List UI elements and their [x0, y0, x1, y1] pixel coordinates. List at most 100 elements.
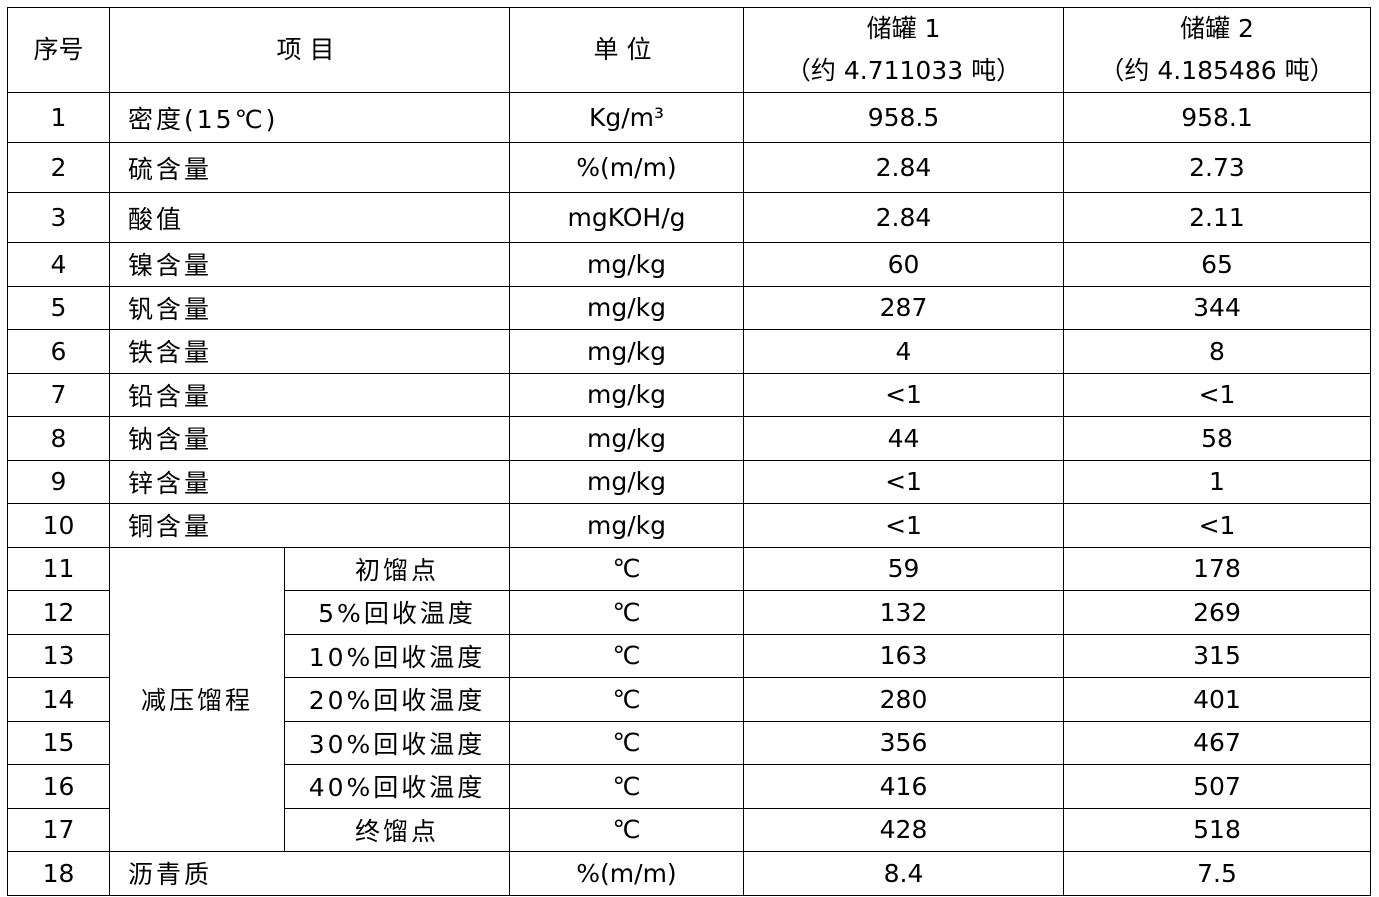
- row-item: 10%回收温度: [284, 633, 510, 678]
- row-no: 11: [7, 546, 110, 591]
- row-tank2-value: 344: [1063, 285, 1371, 330]
- row-unit: mg/kg: [509, 503, 744, 548]
- row-tank2-value: <1: [1063, 372, 1371, 417]
- row-tank1-value: 428: [743, 807, 1064, 852]
- row-tank2-value: 315: [1063, 633, 1371, 678]
- row-no: 14: [7, 677, 110, 722]
- row-unit: ℃: [509, 764, 744, 809]
- row-tank1-value: 8.4: [743, 851, 1064, 896]
- tank2-title: 储罐 2: [1180, 14, 1254, 43]
- row-item: 酸值: [109, 192, 510, 243]
- row-tank2-value: 958.1: [1063, 92, 1371, 143]
- row-tank2-value: 58: [1063, 416, 1371, 461]
- row-item: 镍含量: [109, 242, 510, 287]
- row-item: 钒含量: [109, 285, 510, 330]
- row-tank2-value: 7.5: [1063, 851, 1371, 896]
- row-unit: ℃: [509, 677, 744, 722]
- row-tank1-value: <1: [743, 503, 1064, 548]
- row-item: 终馏点: [284, 807, 510, 852]
- row-tank1-value: <1: [743, 372, 1064, 417]
- row-no: 6: [7, 329, 110, 374]
- row-unit: %(m/m): [509, 142, 744, 193]
- row-tank1-value: 280: [743, 677, 1064, 722]
- row-item: 40%回收温度: [284, 764, 510, 809]
- row-item: 5%回收温度: [284, 590, 510, 635]
- row-item: 密度(15℃): [109, 92, 510, 143]
- row-tank2-value: 65: [1063, 242, 1371, 287]
- row-tank2-value: 467: [1063, 720, 1371, 765]
- row-unit: Kg/m³: [509, 92, 744, 143]
- row-item: 硫含量: [109, 142, 510, 193]
- row-no: 8: [7, 416, 110, 461]
- row-tank2-value: 269: [1063, 590, 1371, 635]
- row-tank2-value: 2.73: [1063, 142, 1371, 193]
- row-item: 初馏点: [284, 546, 510, 591]
- table-row: 1 密度(15℃) Kg/m³ 958.5 958.1: [7, 92, 1371, 143]
- tank1-title: 储罐 1: [866, 14, 941, 43]
- row-unit: %(m/m): [509, 851, 744, 896]
- table-row: 15 30%回收温度 ℃ 356 467: [7, 720, 1371, 765]
- row-tank1-value: 163: [743, 633, 1064, 678]
- row-tank1-value: 59: [743, 546, 1064, 591]
- table-row: 8 钠含量 mg/kg 44 58: [7, 416, 1371, 461]
- row-item: 铅含量: [109, 372, 510, 417]
- row-no: 17: [7, 807, 110, 852]
- table-row: 5 钒含量 mg/kg 287 344: [7, 285, 1371, 330]
- row-tank2-value: <1: [1063, 503, 1371, 548]
- table-row: 7 铅含量 mg/kg <1 <1: [7, 372, 1371, 417]
- row-tank1-value: 44: [743, 416, 1064, 461]
- row-no: 1: [7, 92, 110, 143]
- row-no: 7: [7, 372, 110, 417]
- row-no: 12: [7, 590, 110, 635]
- row-tank2-value: 8: [1063, 329, 1371, 374]
- row-no: 10: [7, 503, 110, 548]
- row-tank1-value: 132: [743, 590, 1064, 635]
- header-tank1: 储罐 1 （约 4.711033 吨）: [743, 7, 1064, 93]
- row-item: 锌含量: [109, 459, 510, 504]
- table-row: 4 镍含量 mg/kg 60 65: [7, 242, 1371, 287]
- row-no: 15: [7, 720, 110, 765]
- row-unit: mg/kg: [509, 372, 744, 417]
- row-tank2-value: 2.11: [1063, 192, 1371, 243]
- row-unit: mg/kg: [509, 459, 744, 504]
- row-item: 沥青质: [109, 851, 510, 896]
- header-unit: 单位: [509, 7, 744, 93]
- row-unit: ℃: [509, 807, 744, 852]
- row-tank2-value: 401: [1063, 677, 1371, 722]
- row-tank2-value: 1: [1063, 459, 1371, 504]
- tank1-weight: （约 4.711033 吨）: [785, 56, 1022, 85]
- group-label: 减压馏程: [109, 546, 285, 852]
- header-tank2: 储罐 2 （约 4.185486 吨）: [1063, 7, 1371, 93]
- row-tank1-value: 416: [743, 764, 1064, 809]
- row-unit: mgKOH/g: [509, 192, 744, 243]
- table-row: 9 锌含量 mg/kg <1 1: [7, 459, 1371, 504]
- row-unit: mg/kg: [509, 242, 744, 287]
- header-no: 序号: [7, 7, 110, 93]
- oil-analysis-table: 序号 项目 单位 储罐 1 （约 4.711033 吨） 储罐 2 （约 4.185…: [7, 7, 1371, 896]
- table-row: 14 20%回收温度 ℃ 280 401: [7, 677, 1371, 722]
- row-unit: mg/kg: [509, 285, 744, 330]
- row-no: 13: [7, 633, 110, 678]
- row-item: 铁含量: [109, 329, 510, 374]
- table-row: 6 铁含量 mg/kg 4 8: [7, 329, 1371, 374]
- row-tank2-value: 178: [1063, 546, 1371, 591]
- table-row: 3 酸值 mgKOH/g 2.84 2.11: [7, 192, 1371, 243]
- row-no: 4: [7, 242, 110, 287]
- row-no: 16: [7, 764, 110, 809]
- table-row: 2 硫含量 %(m/m) 2.84 2.73: [7, 142, 1371, 193]
- table-row: 11 减压馏程 初馏点 ℃ 59 178: [7, 546, 1371, 852]
- row-tank1-value: 958.5: [743, 92, 1064, 143]
- row-no: 5: [7, 285, 110, 330]
- tank2-weight: （约 4.185486 吨）: [1099, 56, 1335, 85]
- table-row: 12 5%回收温度 ℃ 132 269: [7, 590, 1371, 635]
- row-tank1-value: 2.84: [743, 192, 1064, 243]
- row-tank1-value: <1: [743, 459, 1064, 504]
- row-unit: ℃: [509, 720, 744, 765]
- table-row: 16 40%回收温度 ℃ 416 507: [7, 764, 1371, 809]
- row-unit: mg/kg: [509, 329, 744, 374]
- table-row: 18 沥青质 %(m/m) 8.4 7.5: [7, 851, 1371, 896]
- row-tank1-value: 356: [743, 720, 1064, 765]
- row-unit: ℃: [509, 590, 744, 635]
- row-no: 2: [7, 142, 110, 193]
- row-unit: ℃: [509, 546, 744, 591]
